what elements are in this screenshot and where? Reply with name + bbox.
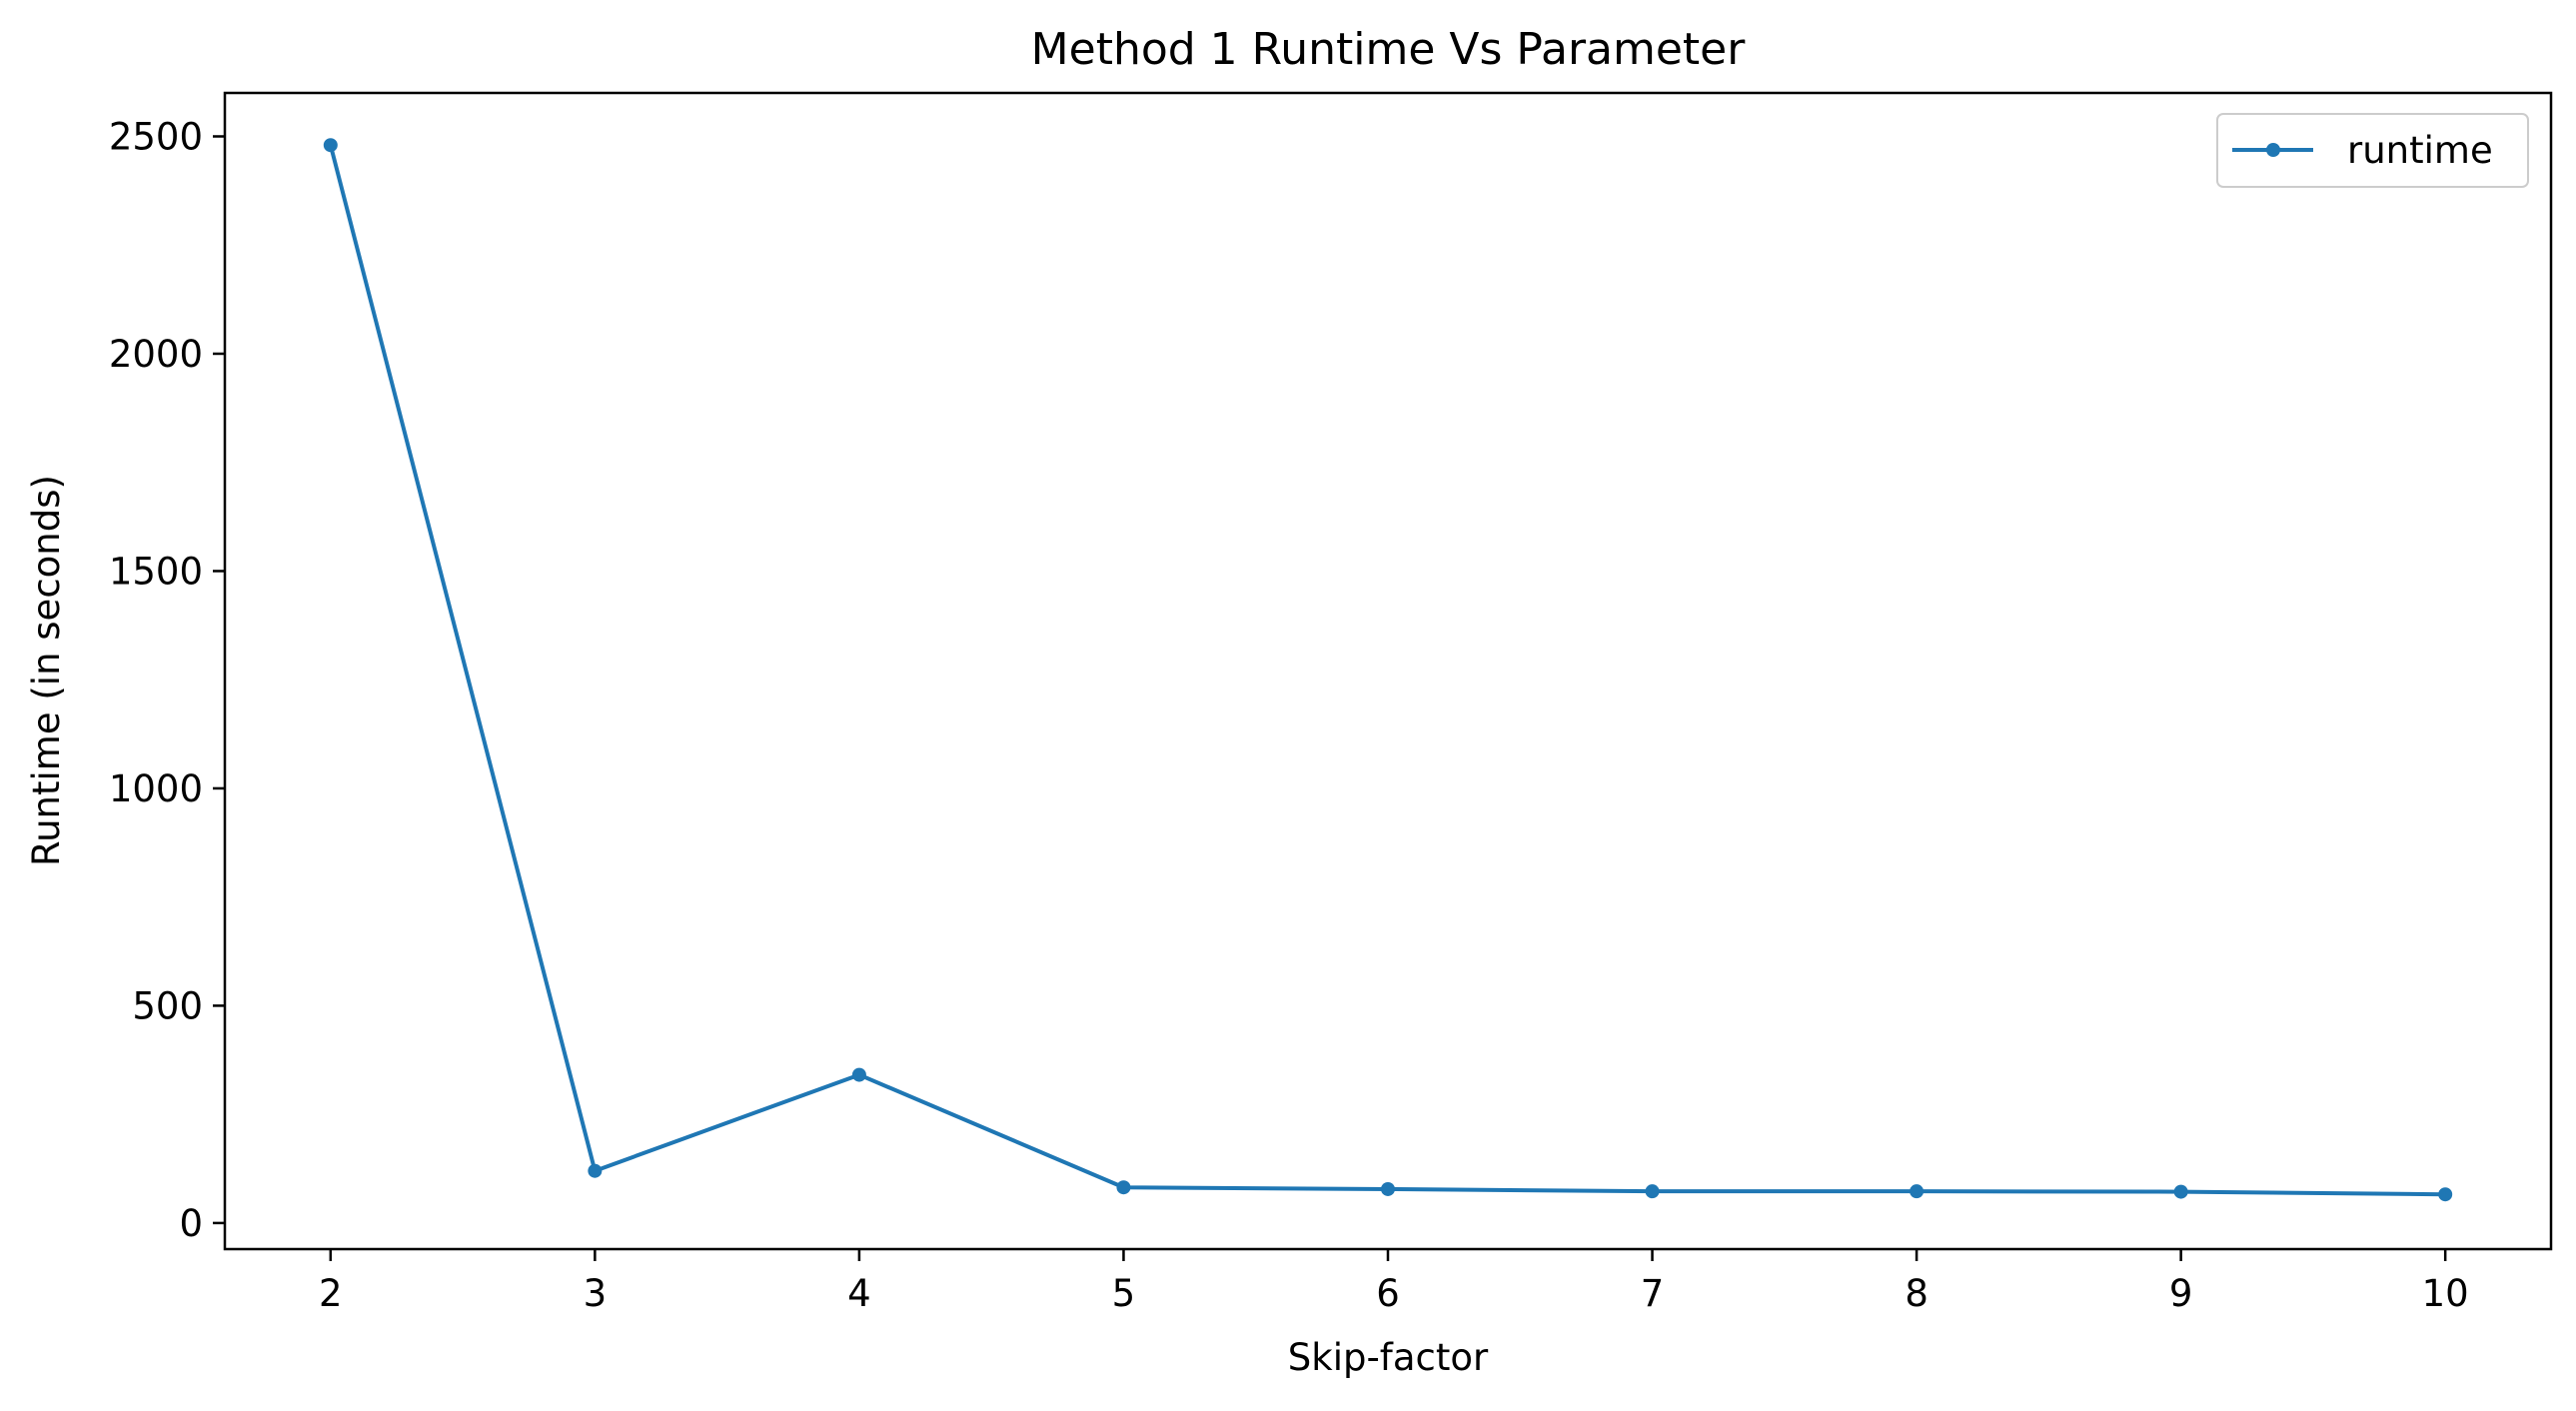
x-tick-label: 7: [1641, 1272, 1665, 1315]
chart-title: Method 1 Runtime Vs Parameter: [1031, 24, 1747, 75]
y-tick-label: 1500: [109, 550, 203, 593]
legend-series-label: runtime: [2347, 129, 2493, 172]
x-tick-label: 2: [319, 1272, 343, 1315]
x-axis-title: Skip-factor: [1288, 1336, 1489, 1379]
legend-frame: [2216, 113, 2529, 188]
y-axis-ticks: 0 500 1000 1500 2000 2500: [109, 115, 225, 1245]
data-point: [1381, 1181, 1395, 1196]
x-axis-ticks: 2 3 4 5 6 7 8 9 10: [319, 1249, 2469, 1315]
data-point: [851, 1067, 866, 1082]
y-tick-label: 1000: [109, 767, 203, 810]
data-point: [2438, 1187, 2453, 1202]
series-layer: [323, 138, 2453, 1202]
y-axis-title: Runtime (in seconds): [25, 475, 68, 866]
x-tick-label: 10: [2422, 1272, 2469, 1315]
legend: runtime: [2216, 113, 2529, 188]
data-point: [1116, 1180, 1131, 1195]
y-tick-label: 2000: [109, 333, 203, 376]
data-point: [1910, 1184, 1925, 1199]
data-point: [1645, 1184, 1660, 1199]
plot-area-frame: [223, 91, 2553, 1251]
x-tick-label: 3: [584, 1272, 608, 1315]
y-tick-label: 0: [179, 1202, 203, 1245]
legend-series-marker: [2266, 143, 2280, 157]
x-tick-label: 5: [1112, 1272, 1136, 1315]
data-point: [588, 1163, 603, 1178]
x-tick-label: 8: [1905, 1272, 1929, 1315]
y-tick-label: 2500: [109, 115, 203, 158]
data-point: [323, 138, 338, 153]
x-tick-label: 6: [1376, 1272, 1400, 1315]
data-point: [2173, 1184, 2188, 1199]
y-tick-label: 500: [132, 984, 203, 1027]
x-tick-label: 4: [847, 1272, 871, 1315]
x-tick-label: 9: [2169, 1272, 2193, 1315]
